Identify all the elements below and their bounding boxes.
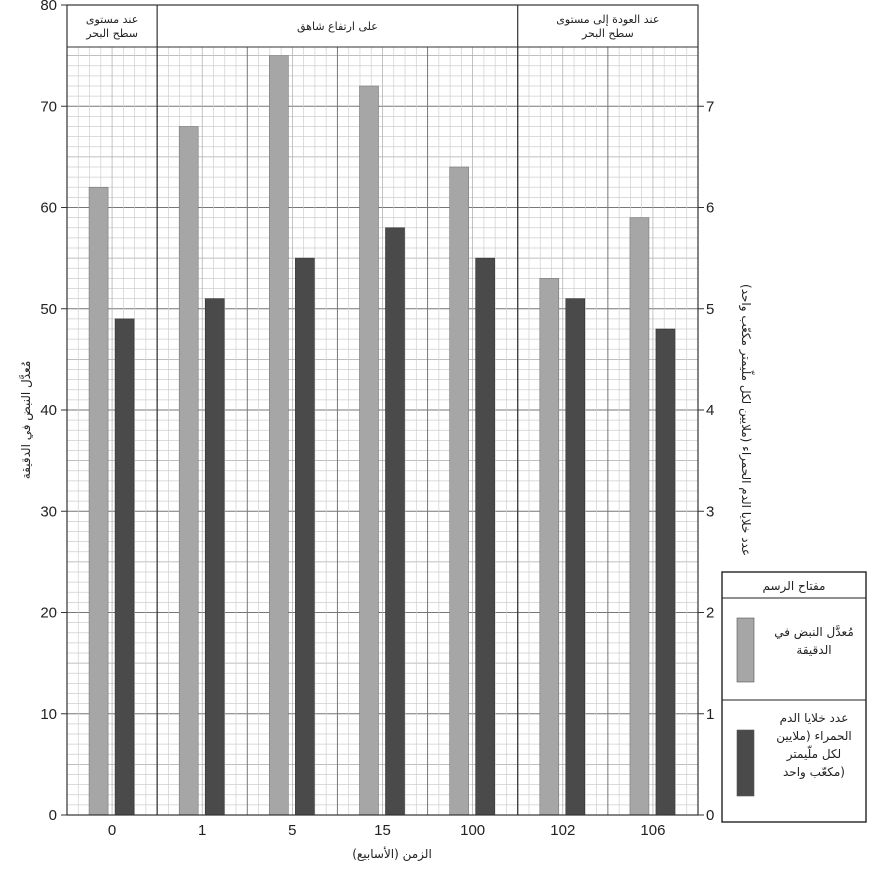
x-tick-label: 5 (288, 822, 296, 839)
bar-red-blood-cells (295, 257, 315, 816)
period-band (66, 4, 699, 48)
y-axis-label: مُعدَّل النبض في الدقيقة (18, 361, 34, 480)
bar-red-blood-cells (655, 328, 676, 816)
bars (66, 4, 699, 816)
bar-red-blood-cells (114, 318, 135, 816)
x-axis-ticks: 0 1 5 15 100 102 106 (108, 822, 666, 839)
period-label: عند مستوى (86, 13, 138, 26)
legend-item-label: عدد خلايا الدم (780, 711, 849, 725)
x-tick-label: 15 (374, 822, 391, 839)
bar-pulse-rate (629, 217, 650, 816)
bar-pulse-rate (539, 278, 560, 816)
bar-pulse-rate (178, 126, 199, 816)
x-tick-label: 100 (460, 822, 485, 839)
x-tick-label: 1 (198, 822, 206, 839)
x-axis-label: الزمن (الأسابيع) (352, 846, 432, 862)
bar-red-blood-cells (385, 227, 405, 816)
x-tick-label: 102 (550, 822, 575, 839)
y-tick-label: 20 (40, 605, 57, 622)
grid-lines (66, 4, 699, 816)
period-label: على ارتفاع شاهق (297, 20, 378, 34)
y-tick-label: 80 (40, 0, 57, 14)
x-tick-label: 106 (640, 822, 665, 839)
y2-tick-label: 5 (706, 301, 714, 318)
legend-swatch (736, 729, 755, 797)
y2-axis-label: عدد خلايا الدم الحمراء (ملايين لكل ملّيم… (738, 284, 756, 556)
bar-pulse-rate (269, 55, 289, 816)
period-label: سطح البحر (85, 27, 138, 40)
right-axis-ticks: 0 1 2 3 4 5 6 7 (698, 98, 714, 824)
y2-tick-label: 0 (706, 807, 714, 824)
legend: مفتاح الرسم مُعدَّل النبض في الدقيقة عدد خل… (721, 571, 867, 823)
y-tick-label: 70 (40, 98, 57, 115)
y-tick-label: 10 (40, 706, 57, 723)
y2-tick-label: 7 (706, 98, 714, 115)
legend-item-label: مُعدَّل النبض في (774, 624, 854, 640)
legend-title: مفتاح الرسم (763, 579, 826, 594)
bar-red-blood-cells (565, 298, 586, 816)
legend-item-label: الدقيقة (796, 643, 831, 657)
y-tick-label: 30 (40, 503, 57, 520)
y-tick-label: 50 (40, 301, 57, 318)
y-tick-label: 60 (40, 200, 57, 217)
bar-red-blood-cells (475, 257, 495, 816)
y2-tick-label: 3 (706, 503, 714, 520)
bar-red-blood-cells (204, 298, 225, 816)
left-axis-ticks: 0 10 20 30 40 50 60 70 80 (40, 0, 67, 824)
y2-tick-label: 2 (706, 605, 714, 622)
y-tick-label: 0 (49, 807, 57, 824)
x-tick-label: 0 (108, 822, 116, 839)
y2-tick-label: 6 (706, 200, 714, 217)
legend-item-label: لكل ملّيمتر (786, 744, 841, 762)
period-label: عند العودة إلى مستوى (556, 13, 659, 26)
y-tick-label: 40 (40, 402, 57, 419)
legend-swatch (736, 617, 755, 683)
bar-pulse-rate (88, 186, 109, 816)
period-label: سطح البحر (581, 27, 634, 40)
bar-pulse-rate (449, 166, 469, 816)
y2-tick-label: 1 (706, 706, 714, 723)
bar-pulse-rate (359, 85, 379, 816)
legend-item-label: الحمراء (ملايين (776, 729, 851, 744)
legend-item-label: مكعّب واحد) (783, 765, 845, 780)
y2-tick-label: 4 (706, 402, 714, 419)
